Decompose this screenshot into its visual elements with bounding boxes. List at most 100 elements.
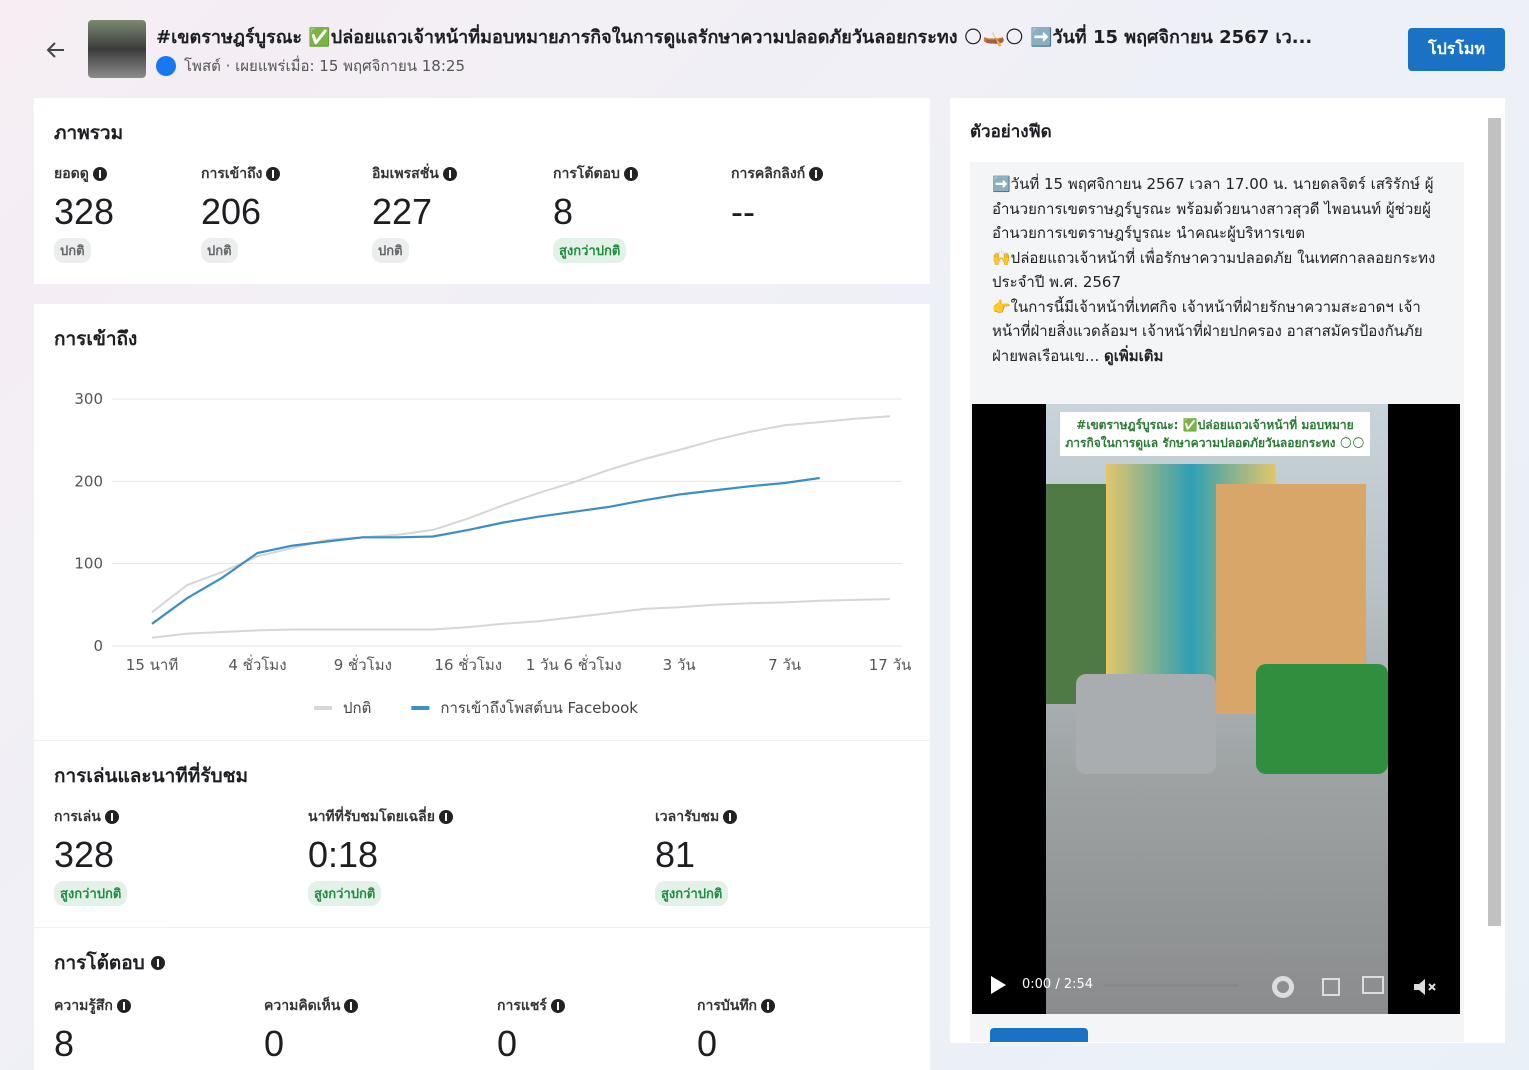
metric-value: 328: [54, 191, 115, 232]
metric: การคลิกลิงก์ --: [731, 162, 824, 238]
metric-value: 0: [497, 1023, 518, 1064]
video: #เขตราษฎร์บูรณะ: ✅ปล่อยแถวเจ้าหน้าที่ มอ…: [972, 404, 1460, 1014]
info-icon[interactable]: [761, 999, 776, 1013]
info-icon[interactable]: [104, 810, 119, 824]
info-icon[interactable]: [344, 999, 359, 1013]
info-icon[interactable]: [550, 999, 565, 1013]
series-line: [151, 476, 820, 625]
y-tick-label: 300: [74, 390, 103, 408]
x-tick-label: 16 ชั่วโมง: [434, 654, 502, 674]
info-icon[interactable]: [809, 167, 824, 181]
x-tick-label: 17 วัน: [869, 656, 912, 674]
reach-card: การเข้าถึง 0 100 200 300 15 นาที 4 ชั่วโมง 9 ช…: [34, 304, 930, 740]
legend-label: การเข้าถึงโพสต์บน Facebook: [440, 699, 638, 717]
mute-button[interactable]: [1412, 976, 1438, 998]
x-tick-label: 15 นาที: [126, 656, 178, 674]
info-icon[interactable]: [92, 167, 107, 181]
metric-badge: สูงกว่าปกติ: [655, 881, 729, 906]
info-icon[interactable]: [442, 167, 457, 181]
metric-label: การบันทึก: [697, 994, 776, 1018]
section-title: การโต้ตอบ: [54, 948, 165, 978]
metric-value: --: [731, 191, 755, 232]
metric-label-text: การแชร์: [497, 998, 547, 1014]
engagement-card: การโต้ตอบ ความรู้สึก 8 ความคิดเห็น 0 การแชร์…: [34, 928, 930, 1070]
metric-label-text: ความคิดเห็น: [264, 998, 341, 1014]
info-icon[interactable]: [150, 956, 165, 970]
pip-button[interactable]: [1362, 976, 1384, 994]
metric-badge: ปกติ: [372, 238, 409, 263]
metric: ความรู้สึก 8: [54, 994, 131, 1070]
metric: การโต้ตอบ 8 สูงกว่าปกติ: [553, 162, 638, 263]
metric-label: การคลิกลิงก์: [731, 162, 824, 186]
metric-label-text: การโต้ตอบ: [553, 166, 620, 182]
post-paragraph: 🙌ปล่อยแถวเจ้าหน้าที่ เพื่อรักษาความปลอดภ…: [992, 248, 1436, 292]
metric: อิมเพรสชั่น 227 ปกติ: [372, 162, 457, 263]
reach-chart: 0 100 200 300 15 นาที 4 ชั่วโมง 9 ชั่วโมง 16 ชั…: [74, 390, 912, 717]
metric-label: นาทีที่รับชมโดยเฉลี่ย: [308, 805, 453, 829]
chart-title: การเข้าถึง: [54, 328, 138, 350]
metric-label-text: การเข้าถึง: [201, 166, 263, 182]
metric: การแชร์ 0: [497, 994, 565, 1070]
fullscreen-button[interactable]: [1322, 978, 1340, 996]
metric-badge: สูงกว่าปกติ: [54, 881, 128, 906]
metric-label-text: อิมเพรสชั่น: [372, 166, 439, 182]
metric-badge: ปกติ: [54, 238, 91, 263]
metric-badge: ปกติ: [201, 238, 238, 263]
promote-button[interactable]: โปรโมท: [1408, 28, 1505, 71]
video-time: 0:00 / 2:54: [1022, 977, 1094, 992]
playback-card: การเล่นและนาทีที่รับชม การเล่น 328 สูงกว่า…: [34, 741, 930, 927]
y-tick-label: 0: [93, 637, 103, 655]
back-button[interactable]: [44, 38, 68, 62]
post-meta: โพสต์ · เผยแพร่เมื่อ: 15 พฤศจิกายน 18:25: [156, 54, 465, 78]
x-tick-label: 3 วัน: [663, 656, 696, 674]
x-tick-label: 7 วัน: [768, 656, 801, 674]
metric-label: เวลารับชม: [655, 805, 738, 829]
metric: เวลารับชม 81 สูงกว่าปกติ: [655, 805, 738, 906]
post-thumbnail: [88, 20, 146, 78]
metric-value: 0:18: [308, 834, 379, 875]
info-icon[interactable]: [266, 167, 281, 181]
metric-value: 206: [201, 191, 262, 232]
play-button[interactable]: [988, 974, 1008, 996]
metric-label: การเข้าถึง: [201, 162, 281, 186]
section-title-text: การโต้ตอบ: [54, 952, 145, 974]
metric: การเข้าถึง 206 ปกติ: [201, 162, 281, 263]
metric-value: 328: [54, 834, 115, 875]
metric-value: 81: [655, 834, 696, 875]
metric-value: 0: [697, 1023, 718, 1064]
metric-label-text: ความรู้สึก: [54, 998, 113, 1014]
x-tick-label: 1 วัน 6 ชั่วโมง: [526, 654, 622, 674]
post-text: ➡️วันที่ 15 พฤศจิกายน 2567 เวลา 17.00 น.…: [992, 172, 1442, 368]
metric-value: 8: [54, 1023, 75, 1064]
metric-label: ความคิดเห็น: [264, 994, 359, 1018]
metric: ยอดดู 328 ปกติ: [54, 162, 114, 263]
metric-badge: สูงกว่าปกติ: [553, 238, 627, 263]
metric-label-text: เวลารับชม: [655, 809, 720, 825]
feed-preview: ➡️วันที่ 15 พฤศจิกายน 2567 เวลา 17.00 น.…: [970, 162, 1464, 1042]
button-partial[interactable]: [990, 1028, 1088, 1042]
settings-button[interactable]: [1272, 976, 1294, 998]
metric-label: การแชร์: [497, 994, 565, 1018]
info-icon[interactable]: [723, 810, 738, 824]
metric-label: ยอดดู: [54, 162, 114, 186]
metric-label-text: การเล่น: [54, 809, 101, 825]
section-title: การเล่นและนาทีที่รับชม: [54, 765, 248, 787]
see-more[interactable]: ดูเพิ่มเติม: [1104, 346, 1164, 365]
progress-bar[interactable]: [1104, 984, 1238, 987]
preview-card: ตัวอย่างฟีด ➡️วันที่ 15 พฤศจิกายน 2567 เ…: [950, 98, 1505, 1043]
y-tick-label: 200: [74, 472, 103, 490]
series-line: [151, 598, 891, 639]
info-icon[interactable]: [438, 810, 453, 824]
series-line: [151, 415, 891, 613]
video-caption: #เขตราษฎร์บูรณะ: ✅ปล่อยแถวเจ้าหน้าที่ มอ…: [1060, 412, 1370, 456]
metric-label: การเล่น: [54, 805, 127, 829]
metric: นาทีที่รับชมโดยเฉลี่ย 0:18 สูงกว่าปกติ: [308, 805, 453, 906]
metric-label-text: การบันทึก: [697, 998, 758, 1014]
metric: ความคิดเห็น 0: [264, 994, 359, 1070]
info-icon[interactable]: [623, 167, 638, 181]
info-icon[interactable]: [116, 999, 131, 1013]
metric-value: 227: [372, 191, 433, 232]
scrollbar-thumb[interactable]: [1488, 118, 1501, 926]
post-subtitle: โพสต์ · เผยแพร่เมื่อ: 15 พฤศจิกายน 18:25: [184, 57, 465, 75]
metric-value: 8: [553, 191, 574, 232]
